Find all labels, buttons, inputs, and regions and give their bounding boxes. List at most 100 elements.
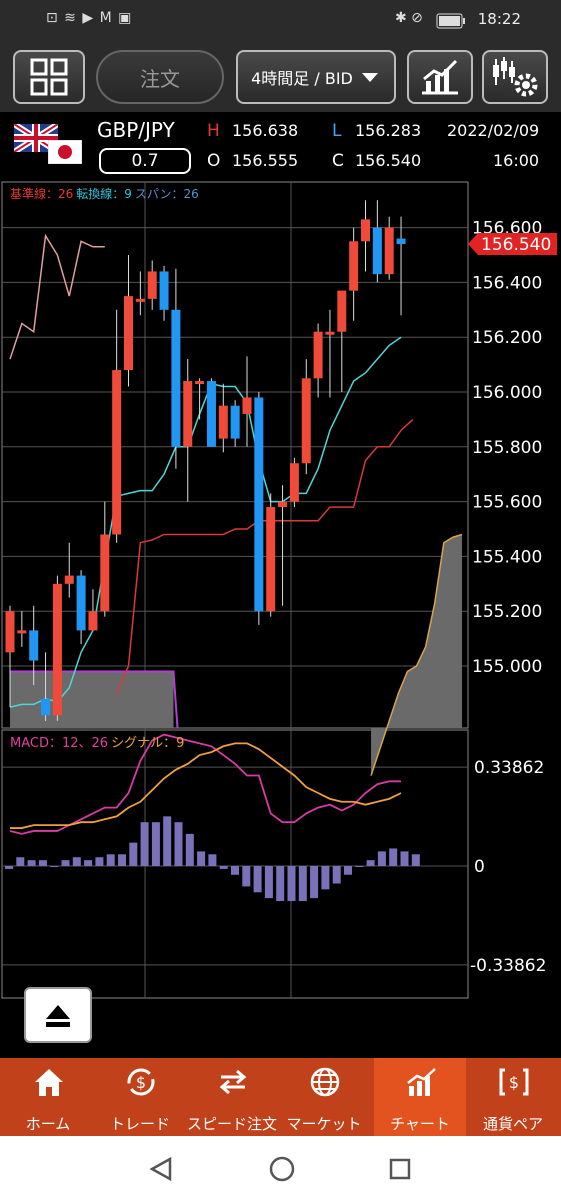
price-tick: 156.200 [472, 328, 542, 348]
bottom-navigation: ホーム $ トレード スピード注文 マーケット チャート $ 通貨ペア [0, 1058, 561, 1136]
bar-time: 16:00 [493, 151, 540, 170]
candle-body [242, 397, 252, 414]
candle-body [171, 309, 181, 447]
macd-histogram-bar [129, 842, 138, 866]
macd-histogram-bar [5, 866, 13, 869]
candle-body [337, 290, 347, 332]
toolbar: 注文 4時間足 / BID [0, 42, 561, 112]
candlesticks [5, 200, 406, 721]
macd-histogram-bar [264, 866, 273, 899]
recents-icon[interactable] [388, 1157, 412, 1181]
high-label: H [207, 121, 220, 141]
cloud-fill-right [371, 534, 462, 776]
bar-date: 2022/02/09 [447, 121, 540, 140]
chart-type-button[interactable] [407, 50, 473, 104]
tenkan-line [9, 336, 402, 708]
macd-histogram-bar [411, 854, 420, 866]
spread-box: 0.7 [99, 148, 191, 174]
interval-select[interactable]: 4時間足 / BID [236, 50, 396, 104]
span-b-line [370, 533, 463, 776]
cloud-fill-left [10, 671, 174, 728]
grid-icon [30, 58, 68, 96]
yen-exchange-icon: $ [127, 1068, 155, 1096]
price-tick: 155.800 [472, 438, 542, 458]
pair-name: GBP/JPY [97, 118, 175, 142]
macd-histogram-bar [118, 854, 126, 866]
macd-histogram-bar [219, 866, 228, 869]
nav-home-label: ホーム [25, 1115, 71, 1133]
order-button[interactable]: 注文 [96, 50, 224, 104]
candle-body [159, 271, 169, 310]
macd-histogram-bar [310, 866, 319, 899]
price-axis: 156.600156.400156.200156.000155.800155.6… [468, 219, 557, 976]
macd-tick: -0.33862 [470, 956, 546, 976]
macd-legend-signal: シグナル：9 [111, 736, 184, 751]
candle-body [206, 381, 216, 447]
low-label: L [332, 121, 342, 141]
status-bar: ⊡ ≋ ▶ M ▣ ✱ ⊘ 18:22 [0, 0, 561, 42]
candle-body [325, 331, 335, 335]
macd-tick: 0 [474, 857, 485, 877]
candle-body [29, 630, 39, 661]
layout-button[interactable] [13, 50, 85, 104]
clock: 18:22 [477, 10, 521, 28]
ichimoku-cloud [10, 533, 463, 776]
macd-histogram-bar [400, 851, 409, 866]
svg-text:$: $ [136, 1073, 146, 1092]
macd-histogram-bar [377, 851, 386, 866]
indicator-lines [9, 233, 414, 708]
macd-histogram-bar [197, 851, 206, 866]
signal-line [10, 742, 402, 829]
chart-grid [2, 182, 468, 998]
macd-histogram-bar [231, 866, 239, 875]
macd-histogram-bar [84, 860, 93, 866]
macd-legend-macd: MACD：12、26 [10, 736, 108, 751]
macd-plot [5, 733, 420, 902]
nav-speed-order[interactable]: スピード注文 [186, 1058, 278, 1136]
collapse-panel-button[interactable] [24, 987, 92, 1043]
nav-currency-pair[interactable]: $ 通貨ペア [467, 1058, 559, 1136]
last-price-label: 156.540 [481, 235, 551, 255]
macd-histogram-bar [140, 822, 149, 866]
currency-pair-icon: $ [499, 1068, 529, 1096]
nav-chart[interactable]: チャート [374, 1058, 466, 1136]
interval-label: 4時間足 / BID [251, 69, 353, 88]
macd-histogram-bar [355, 866, 364, 867]
chevron-down-icon [361, 73, 378, 82]
candle-body [301, 378, 311, 464]
nav-market[interactable]: マーケット [278, 1058, 370, 1136]
high-value: 156.638 [232, 121, 299, 140]
macd-histogram-bar [344, 866, 352, 875]
nav-home[interactable]: ホーム [2, 1058, 94, 1136]
price-tick: 155.200 [472, 602, 542, 622]
candle-body [396, 238, 406, 245]
price-tick: 155.000 [472, 657, 542, 677]
price-chart[interactable]: 156.600156.400156.200156.000155.800155.6… [0, 180, 561, 1000]
ichimoku-legend: 基準線：26 転換線：9 スパン：26 [10, 186, 199, 201]
candle-body [88, 611, 98, 631]
candle-body [135, 298, 145, 302]
candle-body [218, 405, 228, 439]
macd-histogram-bar [242, 866, 251, 887]
macd-histogram-bar [298, 866, 307, 902]
macd-histogram-bar [27, 860, 36, 866]
home-circle-icon[interactable] [268, 1155, 296, 1183]
eject-icon [46, 1005, 70, 1027]
macd-histogram-bar [253, 866, 262, 893]
candle-body [41, 698, 51, 716]
candle-body [384, 227, 394, 275]
macd-histogram-bar [321, 866, 330, 890]
back-icon[interactable] [148, 1156, 174, 1182]
candle-body [195, 381, 205, 385]
macd-legend: MACD：12、26 シグナル：9 [10, 736, 184, 751]
notification-icons: ⊡ ≋ ▶ M ▣ [46, 10, 133, 26]
candle-body [254, 397, 264, 612]
macd-histogram-bar [389, 848, 398, 866]
price-tick: 155.400 [472, 547, 542, 567]
candle-body [100, 534, 110, 612]
macd-histogram-bar [72, 857, 81, 866]
home-icon [35, 1069, 63, 1096]
nav-trade[interactable]: $ トレード [94, 1058, 186, 1136]
indicator-settings-button[interactable] [482, 50, 548, 104]
nav-trade-label: トレード [109, 1115, 170, 1133]
